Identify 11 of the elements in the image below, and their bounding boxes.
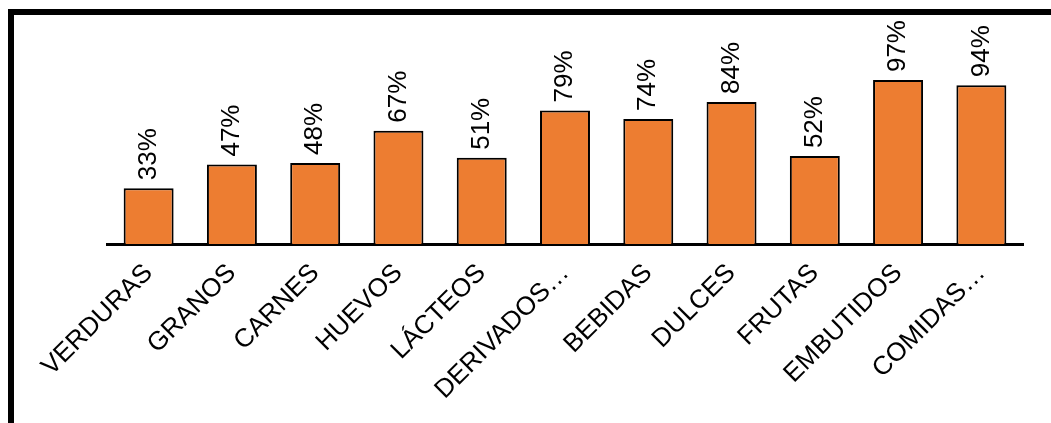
data-label: 94%	[964, 25, 995, 78]
data-label: 51%	[464, 97, 495, 150]
data-label: 52%	[797, 96, 828, 149]
data-label: 74%	[631, 58, 662, 111]
data-label: 33%	[131, 128, 162, 181]
data-label: 67%	[381, 70, 412, 123]
data-label: 47%	[215, 104, 246, 157]
data-label: 84%	[714, 41, 745, 95]
data-label: 79%	[548, 50, 579, 103]
data-label: 48%	[298, 102, 329, 155]
data-label: 97%	[881, 20, 912, 73]
